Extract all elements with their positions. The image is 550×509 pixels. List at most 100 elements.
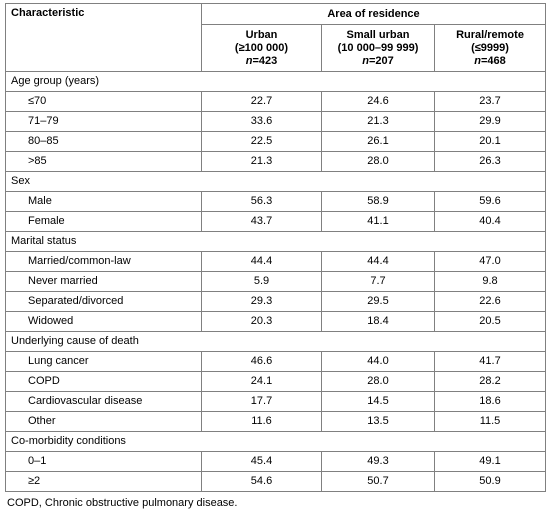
value-cell: 28.0 xyxy=(321,371,435,392)
table-row: Cardiovascular disease 17.7 14.5 18.6 xyxy=(5,391,547,412)
table-row: Other 11.6 13.5 11.5 xyxy=(5,411,547,432)
value-cell: 49.1 xyxy=(433,451,547,472)
value-cell: 29.5 xyxy=(321,291,435,312)
table-row: ≥2 54.6 50.7 50.9 xyxy=(5,471,547,492)
section-title: Age group (years) xyxy=(4,71,547,92)
column-count: n=423 xyxy=(207,55,316,68)
value-cell: 47.0 xyxy=(433,251,547,272)
header-row: Characteristic Area of residence xyxy=(5,3,547,72)
value-cell: 58.9 xyxy=(321,191,435,212)
row-label: 80–85 xyxy=(5,131,202,152)
table-row: 0–1 45.4 49.3 49.1 xyxy=(5,451,547,472)
value-cell: 11.6 xyxy=(201,411,322,432)
section-title: Sex xyxy=(4,171,547,192)
value-cell: 17.7 xyxy=(201,391,322,412)
table-container: Characteristic Area of residence Urban (… xyxy=(4,3,547,509)
section-row: Marital status xyxy=(4,231,547,252)
table-row: Separated/divorced 29.3 29.5 22.6 xyxy=(5,291,547,312)
column-count: n=207 xyxy=(327,55,429,68)
column-header-small-urban: Small urban (10 000–99 999) n=207 xyxy=(321,24,435,72)
value-cell: 44.4 xyxy=(321,251,435,272)
value-cell: 41.7 xyxy=(433,351,547,372)
table-row: 71–79 33.6 21.3 29.9 xyxy=(5,111,547,132)
value-cell: 20.3 xyxy=(201,311,322,332)
value-cell: 21.3 xyxy=(201,151,322,172)
column-range: (≤9999) xyxy=(471,41,509,54)
value-cell: 28.0 xyxy=(321,151,435,172)
row-label: Widowed xyxy=(5,311,202,332)
footnote: COPD, Chronic obstructive pulmonary dise… xyxy=(7,497,238,509)
table-row: Lung cancer 46.6 44.0 41.7 xyxy=(5,351,547,372)
value-cell: 56.3 xyxy=(201,191,322,212)
column-count: n=468 xyxy=(440,55,540,68)
value-cell: 24.1 xyxy=(201,371,322,392)
row-label: ≤70 xyxy=(5,91,202,112)
value-cell: 44.4 xyxy=(201,251,322,272)
value-cell: 22.5 xyxy=(201,131,322,152)
section-row: Co-morbidity conditions xyxy=(4,431,547,452)
column-range: (10 000–99 999) xyxy=(337,41,419,54)
row-label: 71–79 xyxy=(5,111,202,132)
row-label: Cardiovascular disease xyxy=(5,391,202,412)
column-title: Urban xyxy=(245,28,278,41)
table-row: 80–85 22.5 26.1 20.1 xyxy=(5,131,547,152)
value-cell: 24.6 xyxy=(321,91,435,112)
value-cell: 46.6 xyxy=(201,351,322,372)
value-cell: 18.6 xyxy=(433,391,547,412)
section-row: Age group (years) xyxy=(4,71,547,92)
value-cell: 9.8 xyxy=(433,271,547,292)
row-label: Separated/divorced xyxy=(5,291,202,312)
table-row: >85 21.3 28.0 26.3 xyxy=(5,151,547,172)
row-label: >85 xyxy=(5,151,202,172)
value-cell: 29.9 xyxy=(433,111,547,132)
value-cell: 26.3 xyxy=(433,151,547,172)
value-cell: 40.4 xyxy=(433,211,547,232)
table-row: ≤70 22.7 24.6 23.7 xyxy=(5,91,547,112)
column-header-row: Urban (≥100 000) n=423 Small urban (10 0… xyxy=(6,24,547,72)
column-title: Rural/remote xyxy=(456,28,524,41)
value-cell: 23.7 xyxy=(433,91,547,112)
value-cell: 33.6 xyxy=(201,111,322,132)
row-label: Lung cancer xyxy=(5,351,202,372)
n-symbol: n xyxy=(245,54,253,67)
n-symbol: n xyxy=(362,54,369,67)
value-cell: 7.7 xyxy=(321,271,435,292)
value-cell: 50.9 xyxy=(433,471,547,492)
row-label: Other xyxy=(5,411,202,432)
table-row: COPD 24.1 28.0 28.2 xyxy=(5,371,547,392)
value-cell: 20.1 xyxy=(433,131,547,152)
value-cell: 22.6 xyxy=(433,291,547,312)
row-label: ≥2 xyxy=(5,471,202,492)
row-label: 0–1 xyxy=(5,451,202,472)
area-of-residence-header: Area of residence xyxy=(200,3,547,25)
table-row: Never married 5.9 7.7 9.8 xyxy=(5,271,547,292)
row-label: Female xyxy=(5,211,202,232)
value-cell: 43.7 xyxy=(201,211,322,232)
value-cell: 20.5 xyxy=(433,311,547,332)
value-cell: 29.3 xyxy=(201,291,322,312)
value-cell: 50.7 xyxy=(321,471,435,492)
column-title: Small urban xyxy=(346,28,410,41)
value-cell: 22.7 xyxy=(201,91,322,112)
value-cell: 41.1 xyxy=(321,211,435,232)
section-row: Underlying cause of death xyxy=(4,331,547,352)
value-cell: 54.6 xyxy=(201,471,322,492)
column-header-urban: Urban (≥100 000) n=423 xyxy=(201,24,322,72)
value-cell: 14.5 xyxy=(321,391,435,412)
column-header-rural-remote: Rural/remote (≤9999) n=468 xyxy=(433,24,547,72)
value-cell: 21.3 xyxy=(321,111,435,132)
value-cell: 44.0 xyxy=(321,351,435,372)
row-label: COPD xyxy=(5,371,202,392)
table-row: Male 56.3 58.9 59.6 xyxy=(5,191,547,212)
value-cell: 26.1 xyxy=(321,131,435,152)
table-row: Widowed 20.3 18.4 20.5 xyxy=(5,311,547,332)
table-row: Female 43.7 41.1 40.4 xyxy=(5,211,547,232)
n-symbol: n xyxy=(474,54,481,67)
characteristics-table: Characteristic Area of residence Urban (… xyxy=(4,3,547,492)
count-value: =207 xyxy=(368,54,394,67)
section-row: Sex xyxy=(4,171,547,192)
table-row: Married/common-law 44.4 44.4 47.0 xyxy=(5,251,547,272)
row-label: Never married xyxy=(5,271,202,292)
value-cell: 11.5 xyxy=(433,411,547,432)
value-cell: 13.5 xyxy=(321,411,435,432)
